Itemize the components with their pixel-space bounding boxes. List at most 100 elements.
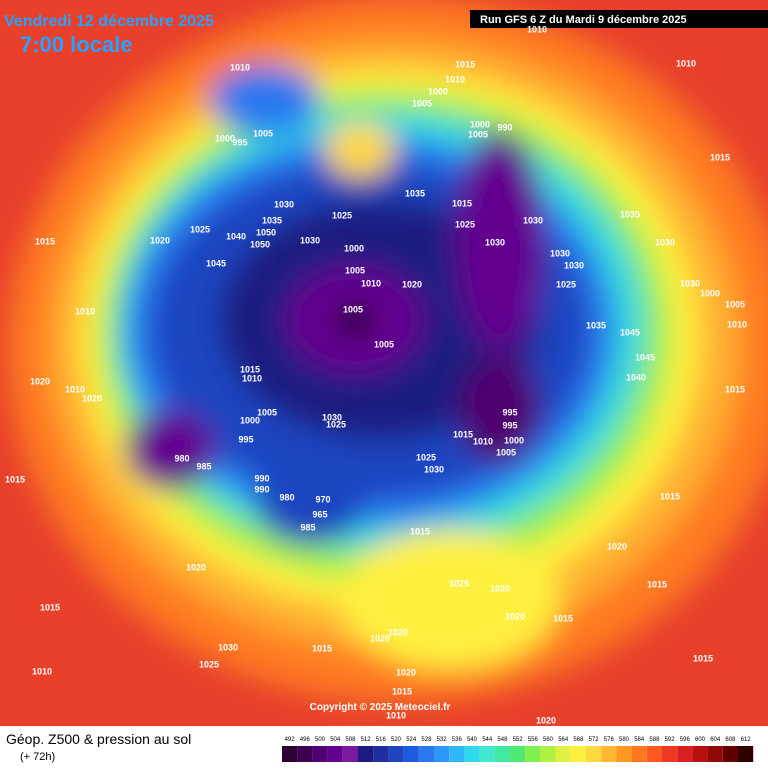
colorbar-label: 572 — [589, 737, 600, 743]
isobar-label: 1015 — [453, 429, 473, 439]
isobar-label: 1020 — [30, 376, 50, 386]
isobar-label: 1015 — [40, 602, 60, 612]
isobar-label: 970 — [315, 494, 330, 504]
colorbar-label: 556 — [528, 737, 539, 743]
colorbar-swatch — [601, 746, 617, 762]
colorbar-label: 588 — [649, 737, 660, 743]
isobar-label: 1025 — [190, 224, 210, 234]
colorbar-swatch — [373, 746, 389, 762]
colorbar-label: 548 — [497, 737, 508, 743]
colorbar-label: 584 — [634, 737, 645, 743]
isobar-labels: 1010 101510101000100510101005100099510001… — [5, 24, 747, 725]
colorbar-swatch — [616, 746, 632, 762]
colorbar-label: 560 — [543, 737, 554, 743]
isobar-label: 980 — [174, 453, 189, 463]
isobar-label: 1020 — [82, 393, 102, 403]
isobar-label: 1020 — [505, 611, 525, 621]
isobar-label: 1025 — [449, 578, 469, 588]
isobar-label: 1045 — [635, 352, 655, 362]
isobar-label: 1015 — [647, 579, 667, 589]
isobar-label: 1035 — [620, 209, 640, 219]
colorbar-label: 528 — [421, 737, 432, 743]
isobar-label: 1020 — [150, 235, 170, 245]
isobar-label: 1030 — [655, 237, 675, 247]
colorbar-label: 592 — [665, 737, 676, 743]
isobar-label: 1010 — [65, 384, 85, 394]
isobar-label: 1050 — [250, 239, 270, 249]
date: Vendredi 12 décembre 2025 — [4, 13, 214, 30]
isobar-label: 1005 — [257, 407, 277, 417]
footer-subtitle: (+ 72h) — [20, 751, 55, 763]
isobar-label: 1000 — [470, 119, 490, 129]
isobar-label: 1020 — [396, 667, 416, 677]
isobar-label: 1015 — [35, 236, 55, 246]
isobar-label: 1035 — [405, 188, 425, 198]
isobar-label: 1015 — [553, 613, 573, 623]
colorbar-swatch — [449, 746, 465, 762]
isobar-label: 1005 — [725, 299, 745, 309]
isobar-label: 980 — [279, 492, 294, 502]
colorbar-swatch — [662, 746, 678, 762]
isobar-label: 1015 — [312, 643, 332, 653]
colorbar-swatch — [434, 746, 450, 762]
isobar-label: 1030 — [322, 412, 342, 422]
isobar-label: 990 — [497, 122, 512, 132]
isobar-label: 990 — [254, 484, 269, 494]
isobar-label: 1005 — [412, 98, 432, 108]
colorbar-swatch — [722, 746, 738, 762]
colorbar-swatch — [494, 746, 510, 762]
colorbar-label: 568 — [573, 737, 584, 743]
isobar-label: 1045 — [620, 327, 640, 337]
colorbar-swatch — [418, 746, 434, 762]
isobar-label: 1000 — [428, 86, 448, 96]
isobar-label: 1010 — [242, 373, 262, 383]
run-info: Run GFS 6 Z du Mardi 9 décembre 2025 — [480, 14, 687, 26]
isobar-label: 1000 — [504, 435, 524, 445]
colorbar-label: 524 — [406, 737, 417, 743]
colorbar-label: 596 — [680, 737, 691, 743]
colorbar-label: 576 — [604, 737, 615, 743]
isobar-label: 995 — [232, 137, 247, 147]
colorbar-swatch — [388, 746, 404, 762]
isobar-label: 1025 — [455, 219, 475, 229]
colorbar-label: 496 — [300, 737, 311, 743]
isobar-label: 1025 — [199, 659, 219, 669]
isobar-label: 1030 — [564, 260, 584, 270]
colorbar-swatch — [327, 746, 343, 762]
isobar-label: 985 — [196, 461, 211, 471]
colorbar-swatch — [312, 746, 328, 762]
footer-title: Géop. Z500 & pression au sol — [6, 731, 191, 747]
colorbar-swatch — [570, 746, 586, 762]
colorbar-swatch — [692, 746, 708, 762]
isobar-label: 1045 — [206, 258, 226, 268]
run-band — [470, 10, 768, 28]
isobar-label: 990 — [254, 473, 269, 483]
colorbar-label: 612 — [741, 737, 752, 743]
isobar-label: 1030 — [424, 464, 444, 474]
isobar-label: 1010 — [445, 74, 465, 84]
isobar-label: 1015 — [660, 491, 680, 501]
colorbar-swatch — [403, 746, 419, 762]
isobar-label: 1010 — [361, 278, 381, 288]
colorbar-label: 552 — [513, 737, 524, 743]
isobar-label: 1020 — [607, 541, 627, 551]
isobar-label: 1005 — [468, 129, 488, 139]
isobar-label: 1025 — [556, 279, 576, 289]
isobar-label: 1015 — [455, 59, 475, 69]
colorbar-swatch — [586, 746, 602, 762]
isobar-label: 995 — [238, 434, 253, 444]
colorbar-swatch — [479, 746, 495, 762]
isobar-label: 1005 — [374, 339, 394, 349]
isobar-label: 1015 — [693, 653, 713, 663]
isobar-label: 1030 — [274, 199, 294, 209]
isobar-label: 1015 — [452, 198, 472, 208]
isobar-label: 1030 — [300, 235, 320, 245]
colorbar-swatch — [738, 746, 754, 762]
colorbar-swatch — [646, 746, 662, 762]
colorbar-label: 580 — [619, 737, 630, 743]
colorbar-label: 536 — [452, 737, 463, 743]
isobar-label: 1020 — [388, 627, 408, 637]
isobar-label: 1050 — [256, 227, 276, 237]
colorbar-label: 512 — [361, 737, 372, 743]
